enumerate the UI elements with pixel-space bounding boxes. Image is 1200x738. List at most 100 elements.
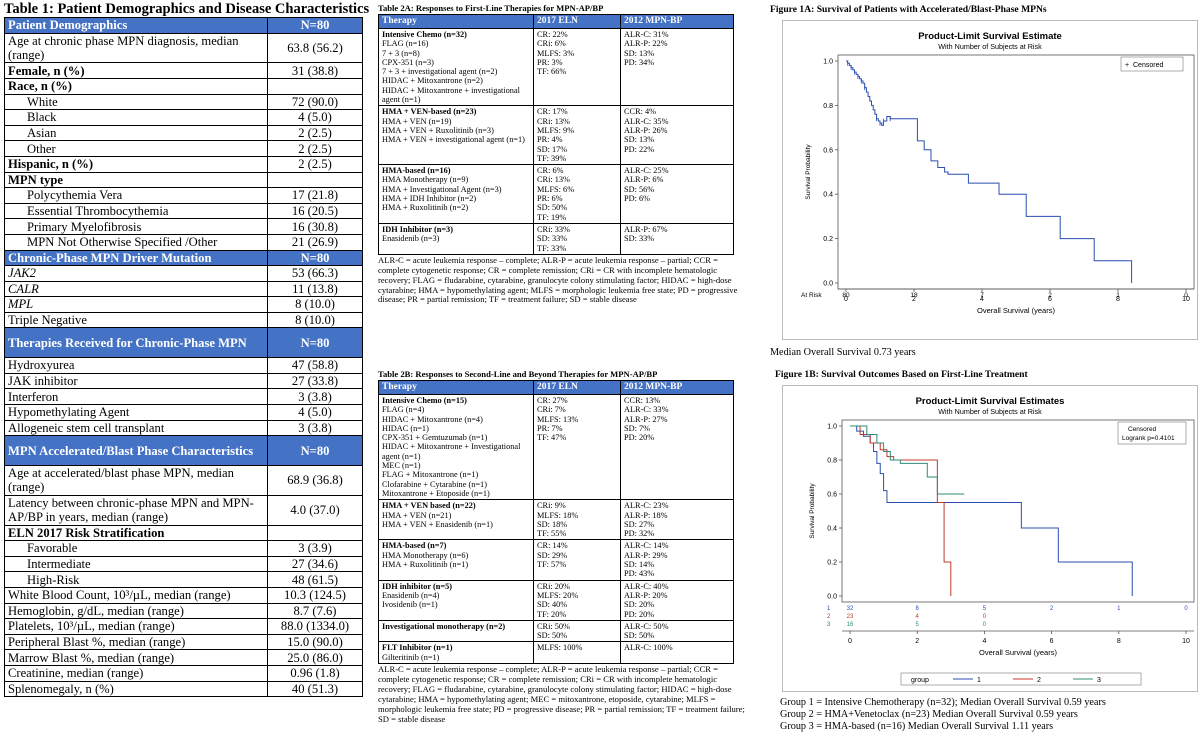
eln-response: CR: 17% bbox=[537, 107, 568, 117]
table1-label: Black bbox=[4, 109, 268, 126]
table1-value: 2 (2.5) bbox=[267, 140, 363, 157]
mpnbp-response-cell: ALR-C: 14% ALR-P: 29% SD: 14% PD: 43% bbox=[620, 539, 734, 581]
therapy-item: Enasidenib (n=4) bbox=[382, 590, 440, 600]
table2b-header: Therapy bbox=[378, 380, 534, 395]
therapy-item: HMA + IDH Inhibitor (n=2) bbox=[382, 194, 477, 204]
therapy-cell: IDH inhibitor (n=5) Enasidenib (n=4) Ivosi… bbox=[378, 579, 534, 621]
y-tick-label: 1.0 bbox=[827, 424, 837, 431]
at-risk-count: 5 bbox=[983, 606, 987, 612]
table2a-group-row: Intensive Chemo (n=32) FLAG (n=16) 7 + 3 (… bbox=[378, 27, 734, 107]
table1-label: Hispanic, n (%) bbox=[4, 155, 268, 173]
table1-value: 53 (66.3) bbox=[267, 265, 363, 282]
table1-label: Patient Demographics bbox=[4, 17, 268, 34]
table1-row: Hispanic, n (%) 2 (2.5) bbox=[4, 155, 363, 173]
therapy-item: CPX-351 (n=3) bbox=[382, 57, 434, 67]
table1-value: 15.0 (90.0) bbox=[267, 633, 363, 651]
logrank-annotation: Logrank p=0.4101 bbox=[1122, 435, 1175, 442]
legend-box bbox=[1117, 421, 1187, 445]
table1-row: Race, n (%) bbox=[4, 77, 363, 95]
mpnbp-response: PD: 20% bbox=[624, 433, 655, 443]
y-tick-label: 0.0 bbox=[827, 594, 837, 601]
mpnbp-response-cell: ALR-C: 100% bbox=[620, 641, 734, 665]
at-risk-count: 2 bbox=[1050, 606, 1054, 612]
at-risk-count: 0 bbox=[1184, 292, 1188, 299]
table1-value: 2 (2.5) bbox=[267, 124, 363, 142]
table1-row: High-Risk 48 (61.5) bbox=[4, 571, 363, 589]
table1-row: Other 2 (2.5) bbox=[4, 140, 363, 157]
mpnbp-response: ALR-P: 18% bbox=[624, 510, 668, 520]
table1-label: Age at chronic phase MPN diagnosis, medi… bbox=[4, 32, 268, 64]
therapy-group-name: IDH inhibitor (n=5) bbox=[382, 581, 453, 591]
eln-response-cell: CRi: 20% MLFS: 20% SD: 40% TF: 20% bbox=[533, 579, 621, 621]
mpnbp-response: ALR-P: 27% bbox=[624, 414, 668, 424]
table1-value: 48 (61.5) bbox=[267, 571, 363, 589]
therapy-group-name: HMA + VEN based (n=22) bbox=[382, 501, 476, 511]
table1-label: Polycythemia Vera bbox=[4, 187, 268, 204]
table1-value: 31 (38.8) bbox=[267, 62, 363, 79]
y-tick-label: 0.4 bbox=[827, 526, 837, 533]
mpnbp-response: ALR-C: 25% bbox=[624, 166, 669, 176]
table1-value: 11 (13.8) bbox=[267, 280, 363, 298]
figure1b-caption-3: Group 3 = HMA-based (n=16) Median Overal… bbox=[780, 721, 1054, 732]
mpnbp-response: ALR-C: 100% bbox=[624, 643, 673, 653]
table1-label: Female, n (%) bbox=[4, 62, 268, 79]
mpnbp-response-cell: ALR-P: 67% SD: 33% bbox=[620, 222, 734, 255]
at-risk-count: 0 bbox=[1184, 606, 1188, 612]
figure1b-caption-2: Group 2 = HMA+Venetoclax (n=23) Median O… bbox=[780, 709, 1078, 720]
table1-row: Allogeneic stem cell transplant 3 (3.8) bbox=[4, 419, 363, 437]
mpnbp-response: SD: 56% bbox=[624, 184, 655, 194]
at-risk-count: 18 bbox=[910, 292, 918, 299]
therapy-item: HMA + VEN (n=19) bbox=[382, 116, 452, 126]
table1-row: Platelets, 10³/µL, median (range) 88.0 (1… bbox=[4, 618, 363, 635]
therapy-item: FLAG (n=16) bbox=[382, 39, 429, 49]
x-axis-label: Overall Survival (years) bbox=[977, 306, 1055, 315]
table1-label: Favorable bbox=[4, 540, 268, 557]
table2b-group-row: Intensive Chemo (n=15) FLAG (n=4) HIDAC + … bbox=[378, 393, 734, 501]
eln-response: MLFS: 100% bbox=[537, 643, 583, 653]
at-risk-count: 2 bbox=[1048, 292, 1052, 299]
mpnbp-response: PD: 6% bbox=[624, 194, 651, 204]
y-tick-label: 0.2 bbox=[827, 560, 837, 567]
table2b-header-row: Therapy 2017 ELN 2012 MPN-BP bbox=[378, 380, 734, 395]
at-risk-label: At Risk bbox=[801, 292, 822, 299]
eln-response: SD: 50% bbox=[537, 631, 568, 641]
table1-value: N=80 bbox=[267, 327, 363, 359]
table1-value: N=80 bbox=[267, 249, 363, 267]
at-risk-count: 4 bbox=[916, 614, 920, 620]
x-tick-label: 2 bbox=[912, 296, 916, 303]
mpnbp-response: ALR-P: 26% bbox=[624, 125, 668, 135]
table2a-block: Table 2A: Responses to First-Line Therap… bbox=[378, 3, 758, 305]
table1-value: 40 (51.3) bbox=[267, 680, 363, 698]
mpnbp-response: ALR-C: 35% bbox=[624, 116, 669, 126]
therapy-cell: HMA + VEN based (n=22) HMA + VEN (n=21) HM… bbox=[378, 499, 534, 541]
eln-response: MLFS: 3% bbox=[537, 48, 575, 58]
table2b-header: 2012 MPN-BP bbox=[620, 380, 734, 395]
eln-response: TF: 57% bbox=[537, 560, 567, 570]
x-tick-label: 10 bbox=[1182, 296, 1190, 303]
x-tick-label: 4 bbox=[982, 638, 986, 645]
table2a-header: 2012 MPN-BP bbox=[620, 14, 734, 29]
table1-row: CALR 11 (13.8) bbox=[4, 280, 363, 298]
table1-row: Age at accelerated/blast phase MPN, medi… bbox=[4, 465, 363, 496]
table1-label: Creatinine, median (range) bbox=[4, 664, 268, 682]
therapy-cell: FLT Inhibitor (n=1) Gilteritinib (n=1) bbox=[378, 641, 534, 665]
eln-response-cell: CRi: 33% SD: 33% TF: 33% bbox=[533, 222, 621, 255]
table1-label: Hypomethylating Agent bbox=[4, 404, 268, 421]
eln-response: CRi: 13% bbox=[537, 116, 570, 126]
table1-row: MPN Accelerated/Blast Phase Characterist… bbox=[4, 435, 363, 467]
table2b-block: Table 2B: Responses to Second-Line and B… bbox=[378, 369, 758, 724]
table1-value: N=80 bbox=[267, 17, 363, 34]
y-axis-label: Survival Probability bbox=[805, 144, 812, 200]
mpnbp-response: ALR-P: 6% bbox=[624, 175, 664, 185]
therapy-cell: HMA-based (n=16) HMA Monotherapy (n=9) HMA… bbox=[378, 164, 534, 224]
eln-response: TF: 66% bbox=[537, 67, 567, 77]
table1-value: 4 (5.0) bbox=[267, 109, 363, 126]
table1-row: Polycythemia Vera 17 (21.8) bbox=[4, 187, 363, 204]
table1-label: Therapies Received for Chronic-Phase MPN bbox=[4, 327, 268, 359]
therapy-group-name: Intensive Chemo (n=32) bbox=[382, 30, 467, 39]
x-tick-label: 10 bbox=[1182, 638, 1190, 645]
table1-label: Platelets, 10³/µL, median (range) bbox=[4, 618, 268, 635]
therapy-item: HIDAC + Mitoxantrone + Investigational a… bbox=[382, 442, 521, 461]
table1-row: Peripheral Blast %, median (range) 15.0 (… bbox=[4, 633, 363, 651]
eln-response-cell: CRi: 9% MLFS: 18% SD: 18% TF: 55% bbox=[533, 499, 621, 541]
